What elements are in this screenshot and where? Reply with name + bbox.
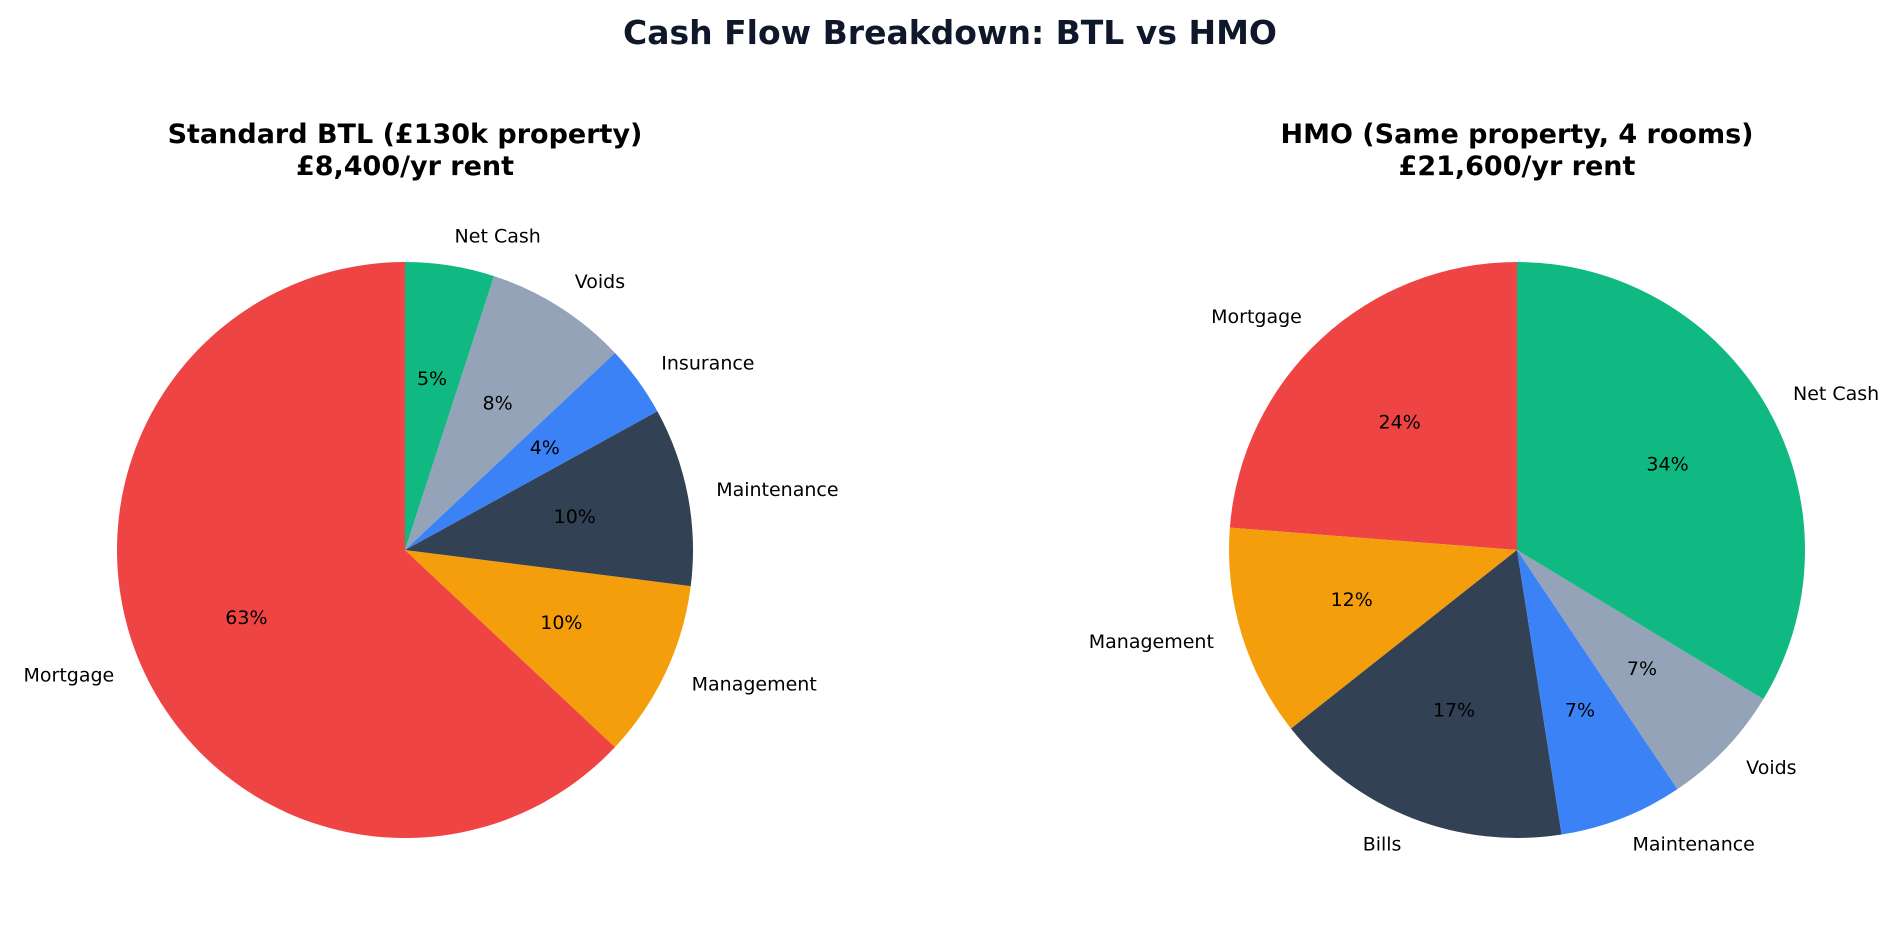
pct-label-hmo-management: 12% (1331, 589, 1373, 611)
pie-slice-hmo-maintenance (1517, 550, 1678, 835)
pie-subtitle-hmo: £21,600/yr rent (1399, 151, 1636, 182)
pct-label-hmo-mortgage: 24% (1379, 412, 1421, 434)
pie-slice-hmo-management (1229, 527, 1517, 729)
slice-label-btl-insurance: Insurance (661, 352, 754, 374)
slice-label-btl-net-cash: Net Cash (455, 226, 541, 248)
pct-label-hmo-voids: 7% (1627, 658, 1657, 680)
slice-label-hmo-mortgage: Mortgage (1211, 306, 1302, 328)
pie-slice-hmo-mortgage (1229, 262, 1517, 550)
slice-label-hmo-voids: Voids (1746, 757, 1796, 779)
pct-label-btl-maintenance: 10% (554, 506, 596, 528)
pie-slice-btl-voids (405, 276, 615, 550)
pie-slice-hmo-bills (1291, 550, 1562, 838)
pie-slice-btl-mortgage (117, 262, 615, 838)
pie-chart-btl: Standard BTL (£130k property) £8,400/yr … (24, 119, 839, 838)
figure-title: Cash Flow Breakdown: BTL vs HMO (623, 13, 1277, 52)
slice-label-btl-management: Management (692, 673, 817, 695)
pie-slice-btl-maintenance (405, 411, 693, 587)
pie-labels-hmo: Mortgage 24% Management 12% Bills 17% Maintena… (1089, 306, 1879, 856)
slice-label-hmo-maintenance: Maintenance (1633, 833, 1755, 855)
slice-label-hmo-net-cash: Net Cash (1793, 383, 1879, 405)
pie-slice-btl-net-cash (405, 262, 494, 550)
pie-slice-btl-management (405, 550, 691, 748)
pie-title-hmo: HMO (Same property, 4 rooms) (1280, 119, 1753, 150)
slice-label-btl-mortgage: Mortgage (24, 664, 115, 686)
pct-label-hmo-maintenance: 7% (1565, 699, 1595, 721)
pct-label-hmo-bills: 17% (1433, 699, 1475, 721)
pct-label-btl-voids: 8% (483, 393, 513, 415)
slice-label-btl-voids: Voids (575, 271, 625, 293)
pct-label-btl-mortgage: 63% (225, 607, 267, 629)
slice-label-hmo-bills: Bills (1363, 833, 1402, 855)
pct-label-btl-management: 10% (540, 612, 582, 634)
pie-subtitle-btl: £8,400/yr rent (296, 151, 514, 182)
pie-slices-hmo (1229, 262, 1805, 838)
pie-slice-btl-insurance (405, 352, 658, 550)
pie-slice-hmo-voids (1517, 550, 1764, 790)
pct-label-hmo-net-cash: 34% (1646, 454, 1688, 476)
pie-chart-hmo: HMO (Same property, 4 rooms) £21,600/yr … (1089, 119, 1879, 855)
pct-label-btl-net-cash: 5% (417, 368, 447, 390)
pie-labels-btl: Mortgage 63% Management 10% Maintenance 10% In… (24, 226, 839, 696)
slice-label-btl-maintenance: Maintenance (716, 479, 838, 501)
pie-slice-hmo-net-cash (1517, 262, 1805, 700)
pct-label-btl-insurance: 4% (530, 437, 560, 459)
slice-label-hmo-management: Management (1089, 631, 1214, 653)
pie-slices-btl (117, 262, 693, 838)
pie-title-btl: Standard BTL (£130k property) (168, 119, 643, 150)
